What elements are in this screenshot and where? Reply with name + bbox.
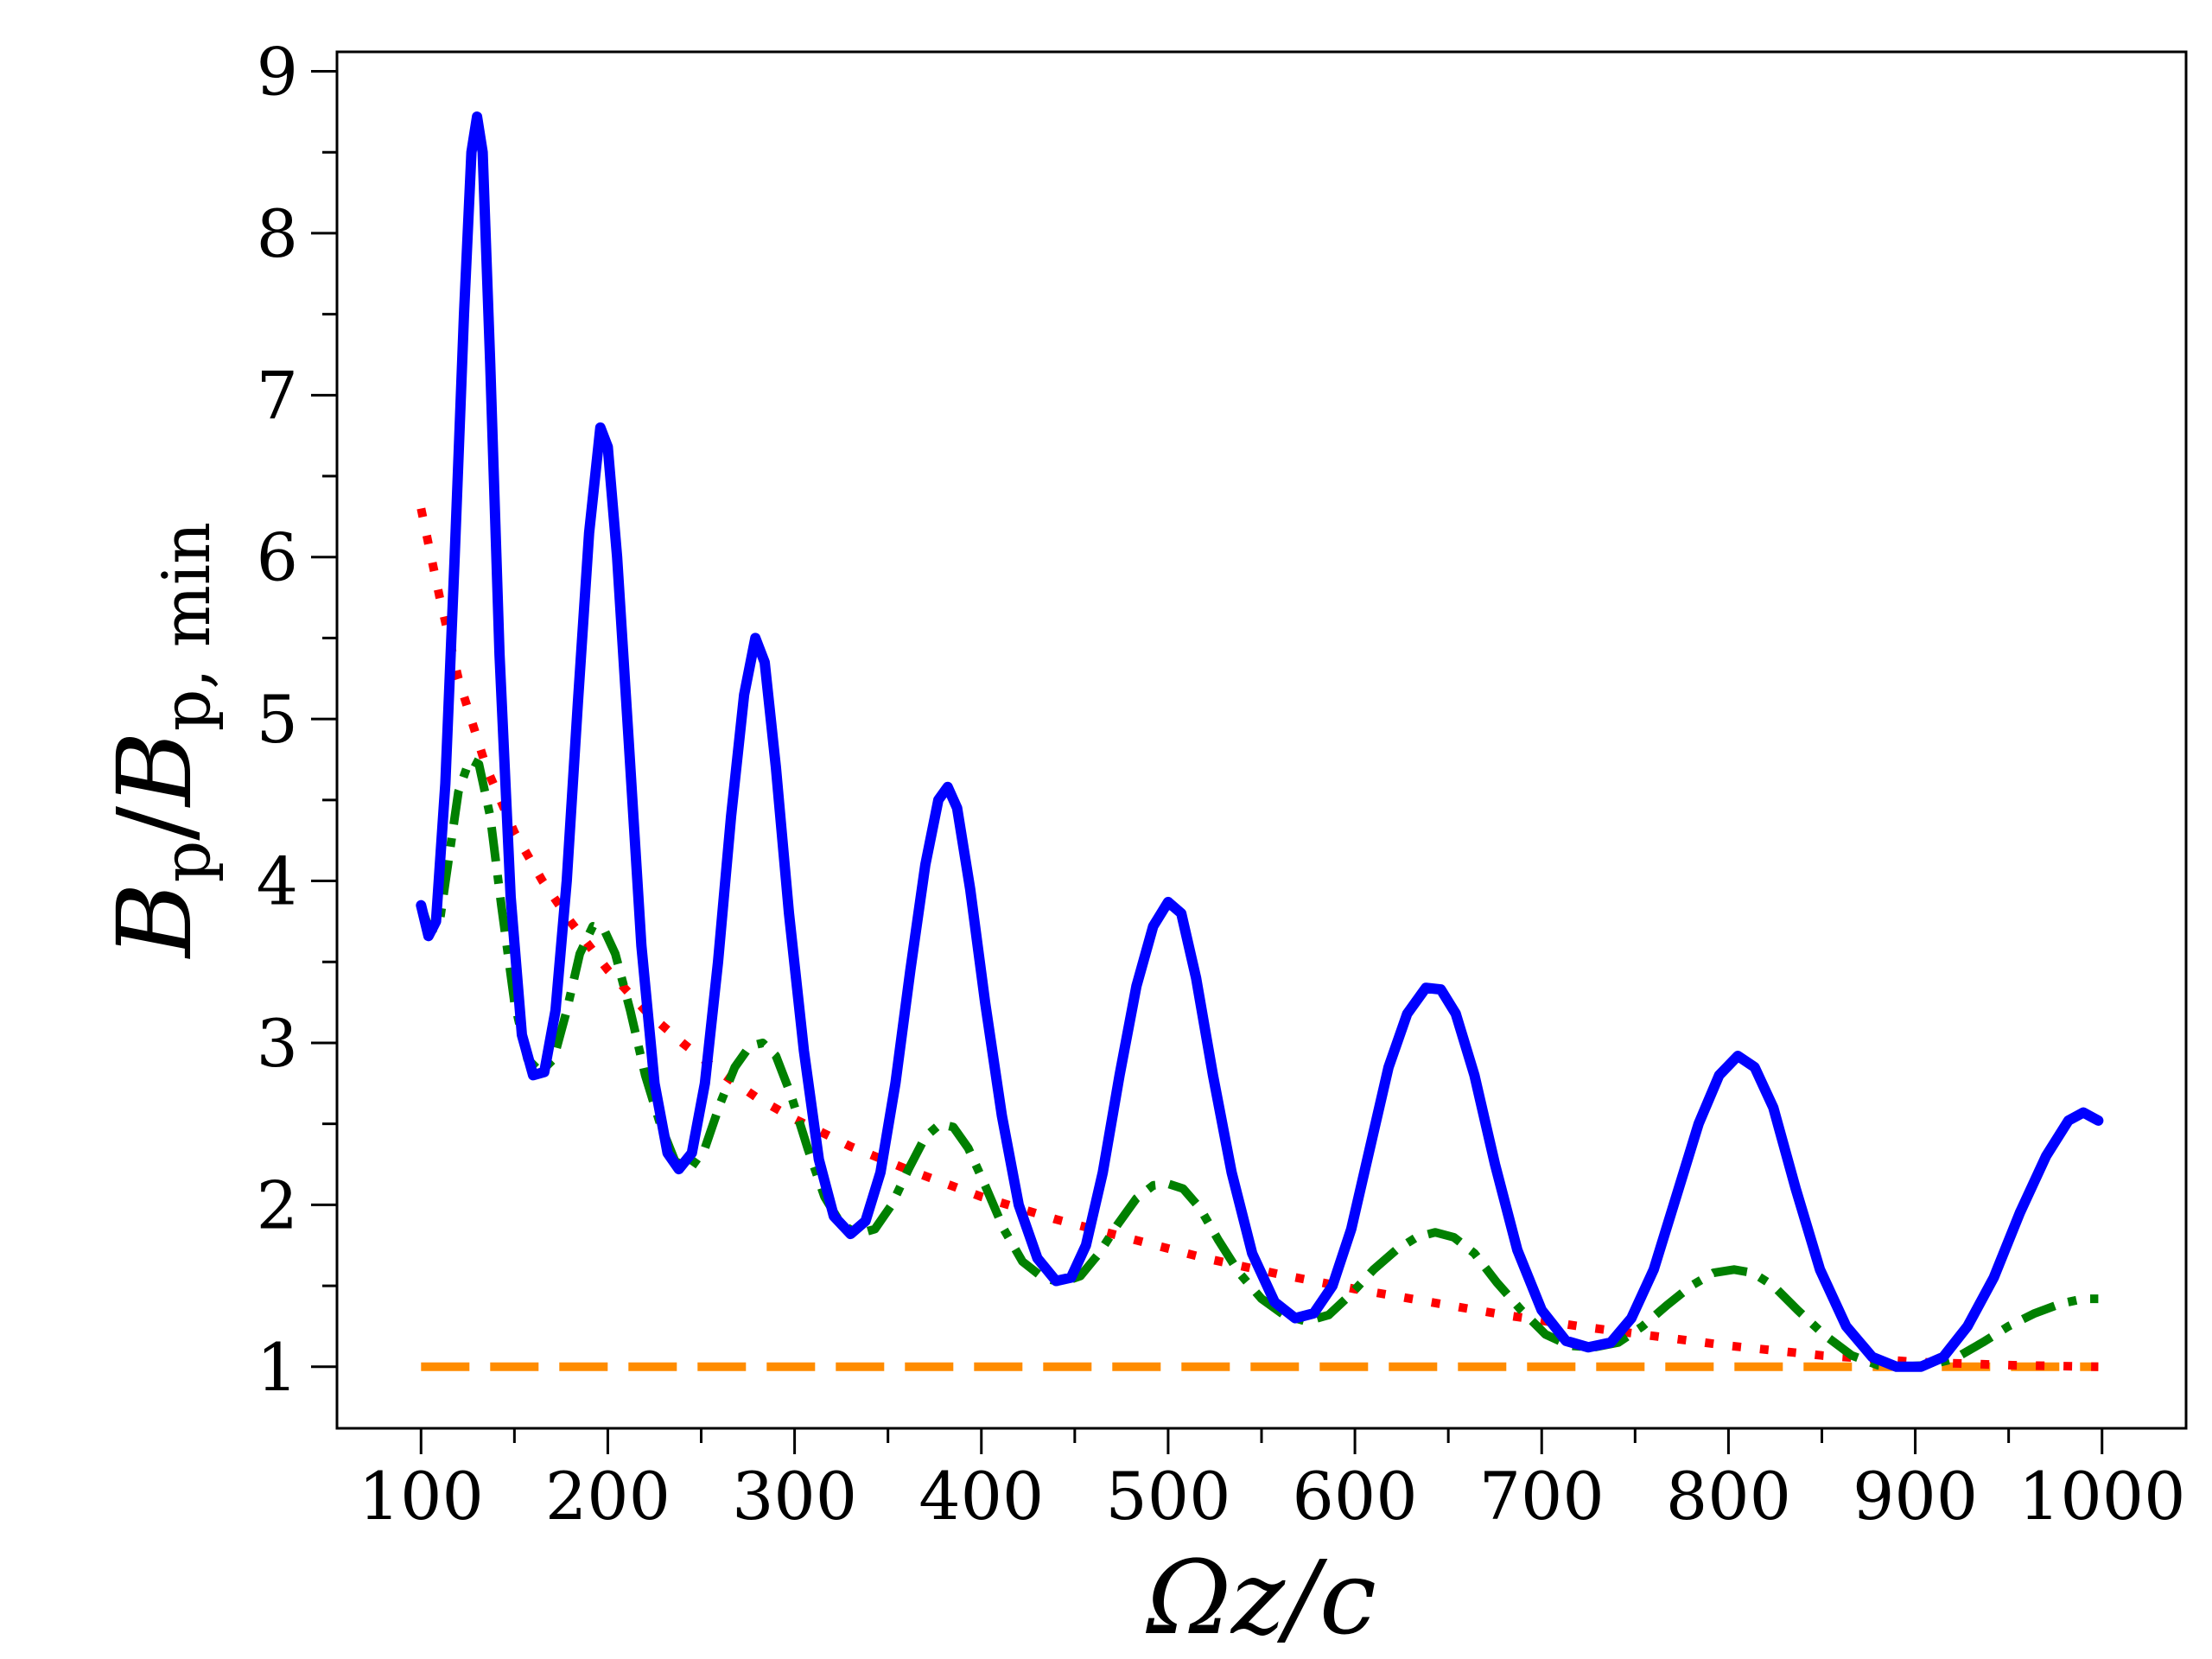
y-tick-label: 9 xyxy=(257,33,298,110)
x-tick-label: 1000 xyxy=(2018,1458,2185,1535)
y-tick-label: 3 xyxy=(257,1005,298,1082)
y-tick-label: 8 xyxy=(257,195,298,272)
y-tick-label: 6 xyxy=(257,519,298,596)
x-tick-label: 200 xyxy=(545,1458,671,1535)
y-tick-label: 2 xyxy=(257,1166,298,1243)
x-tick-label: 500 xyxy=(1105,1458,1230,1535)
y-axis-label: Bp/Bp, min xyxy=(95,522,225,959)
y-label-b: B xyxy=(95,882,214,959)
y-tick-label: 1 xyxy=(257,1329,298,1406)
y-label-sub: p xyxy=(148,841,225,883)
y-label-sep: / xyxy=(95,806,214,841)
x-tick-label: 800 xyxy=(1666,1458,1791,1535)
y-tick-label: 5 xyxy=(257,681,298,758)
x-tick-label: 900 xyxy=(1853,1458,1978,1535)
x-axis: 100 200 300 400 500 600 700 800 900 1000 xyxy=(359,1428,2185,1535)
x-tick-label: 300 xyxy=(732,1458,857,1535)
y-tick-label: 4 xyxy=(257,843,298,920)
y-label-b2: B xyxy=(95,731,214,808)
x-tick-label: 600 xyxy=(1293,1458,1418,1535)
x-axis-label: Ωz/c xyxy=(1145,1538,1376,1657)
series-line-dashdot xyxy=(416,755,2099,1371)
y-tick-label: 7 xyxy=(257,357,298,434)
series-line-solid xyxy=(416,111,2104,1372)
y-axis: 1 2 3 4 5 6 7 8 9 xyxy=(257,33,337,1406)
x-tick-label: 100 xyxy=(359,1458,484,1535)
series-layer xyxy=(416,111,2104,1372)
x-tick-label: 400 xyxy=(918,1458,1044,1535)
x-tick-label: 700 xyxy=(1479,1458,1605,1535)
y-label-sub2: p, min xyxy=(148,522,225,731)
